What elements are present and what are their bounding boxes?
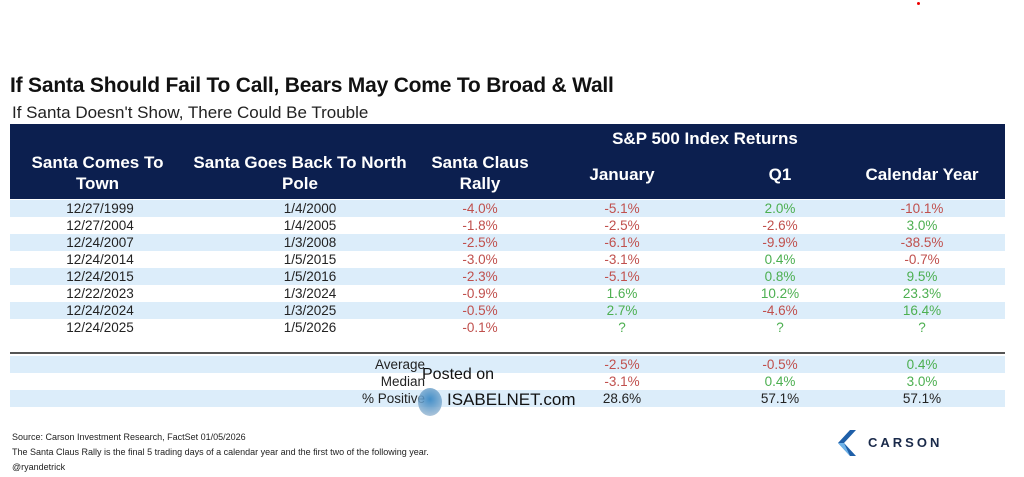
end-date-cell: 1/4/2000 [283,201,337,216]
table-row: 12/24/2024 1/3/2025 -0.5% 2.7% -4.6% 16.4% [10,302,1005,319]
start-date-cell: 12/24/2014 [66,252,134,267]
q1-return-cell: 10.2% [760,286,800,301]
isabelnet-logo-icon [418,388,442,416]
calendar-year-return-cell: 3.0% [906,218,938,233]
january-return-cell: -3.1% [604,252,640,267]
calendar-year-return-cell: 16.4% [902,303,942,318]
rally-return-cell: -0.1% [462,320,498,335]
end-date-cell: 1/3/2008 [283,235,337,250]
red-dot [917,2,920,5]
carson-logo-icon [838,430,856,456]
january-return-cell: -6.1% [604,235,640,250]
col-header-q1: Q1 [768,165,792,184]
rally-return-cell: -3.0% [462,252,498,267]
end-date-cell: 1/5/2016 [283,269,337,284]
summary-value: 57.1% [760,391,800,406]
carson-logo-text: CARSON [868,435,943,450]
calendar-year-return-cell: -10.1% [900,201,944,216]
q1-return-cell: 0.8% [764,269,796,284]
rally-return-cell: -1.8% [462,218,498,233]
summary-value: -0.5% [762,357,798,372]
january-return-cell: -5.1% [604,269,640,284]
watermark-site: ISABELNET.com [447,390,576,409]
page-subtitle: If Santa Doesn't Show, There Could Be Tr… [12,103,369,122]
rally-return-cell: -0.9% [462,286,498,301]
start-date-cell: 12/27/1999 [66,201,134,216]
start-date-cell: 12/27/2004 [66,218,134,233]
summary-value: -2.5% [604,357,640,372]
summary-row: % Positive 28.6% 57.1% 57.1% [10,390,1005,407]
definition-note: The Santa Claus Rally is the final 5 tra… [12,447,429,457]
summary-label: Average [374,357,425,372]
col-header-end: Santa Goes Back To North Pole [193,153,407,193]
january-return-cell: 2.7% [606,303,638,318]
summary-value: 0.4% [906,357,938,372]
table-row: 12/24/2014 1/5/2015 -3.0% -3.1% 0.4% -0.7% [10,251,1005,268]
start-date-cell: 12/24/2015 [66,269,134,284]
watermark-posted-on: Posted on [422,366,495,383]
col-header-calendar-year: Calendar Year [865,165,979,184]
calendar-year-return-cell: -0.7% [904,252,940,267]
january-return-cell: -2.5% [604,218,640,233]
rally-return-cell: -2.3% [462,269,498,284]
summary-value: 28.6% [602,391,642,406]
q1-return-cell: -2.6% [762,218,798,233]
table-row: 12/24/2007 1/3/2008 -2.5% -6.1% -9.9% -38.5% [10,234,1005,251]
end-date-cell: 1/3/2025 [283,303,337,318]
table-row: 12/24/2025 1/5/2026 -0.1%??? [10,319,1005,336]
january-return-cell: ? [618,320,626,335]
author-handle: @ryandetrick [12,462,66,472]
start-date-cell: 12/22/2023 [66,286,134,301]
january-return-cell: 1.6% [606,286,638,301]
table-row: 12/27/2004 1/4/2005 -1.8% -2.5% -2.6% 3.0% [10,217,1005,234]
calendar-year-return-cell: -38.5% [900,235,944,250]
col-header-start: Santa Comes To Town [31,153,164,193]
q1-return-cell: -4.6% [762,303,798,318]
summary-value: 57.1% [902,391,942,406]
source-note: Source: Carson Investment Research, Fact… [12,432,246,442]
rally-return-cell: -4.0% [462,201,498,216]
end-date-cell: 1/4/2005 [283,218,337,233]
summary-value: -3.1% [604,374,640,389]
summary-label: Median [380,374,425,389]
start-date-cell: 12/24/2024 [66,303,134,318]
calendar-year-return-cell: ? [918,320,926,335]
end-date-cell: 1/3/2024 [283,286,337,301]
calendar-year-return-cell: 23.3% [902,286,942,301]
group-header: S&P 500 Index Returns [612,129,798,148]
q1-return-cell: -9.9% [762,235,798,250]
table-header: S&P 500 Index Returns Santa Comes To Tow… [10,124,1005,199]
table-row: 12/27/1999 1/4/2000 -4.0% -5.1% 2.0% -10.1% [10,200,1005,217]
start-date-cell: 12/24/2007 [66,235,134,250]
summary-row: Average -2.5% -0.5% 0.4% [10,356,1005,373]
col-header-rally: Santa Claus Rally [431,153,529,193]
rally-return-cell: -2.5% [462,235,498,250]
summary-value: 0.4% [764,374,796,389]
summary-label: % Positive [361,391,425,406]
q1-return-cell: 0.4% [764,252,796,267]
table-row: 12/24/2015 1/5/2016 -2.3% -5.1% 0.8% 9.5% [10,268,1005,285]
calendar-year-return-cell: 9.5% [906,269,938,284]
summary-row: Median -3.1% 0.4% 3.0% [10,373,1005,390]
col-header-january: January [589,165,655,184]
q1-return-cell: ? [776,320,784,335]
page-title: If Santa Should Fail To Call, Bears May … [10,74,614,97]
january-return-cell: -5.1% [604,201,640,216]
rally-return-cell: -0.5% [462,303,498,318]
table-row: 12/22/2023 1/3/2024 -0.9% 1.6% 10.2% 23.3% [10,285,1005,302]
end-date-cell: 1/5/2026 [283,320,337,335]
summary-value: 3.0% [906,374,938,389]
q1-return-cell: 2.0% [764,201,796,216]
end-date-cell: 1/5/2015 [283,252,337,267]
start-date-cell: 12/24/2025 [66,320,134,335]
